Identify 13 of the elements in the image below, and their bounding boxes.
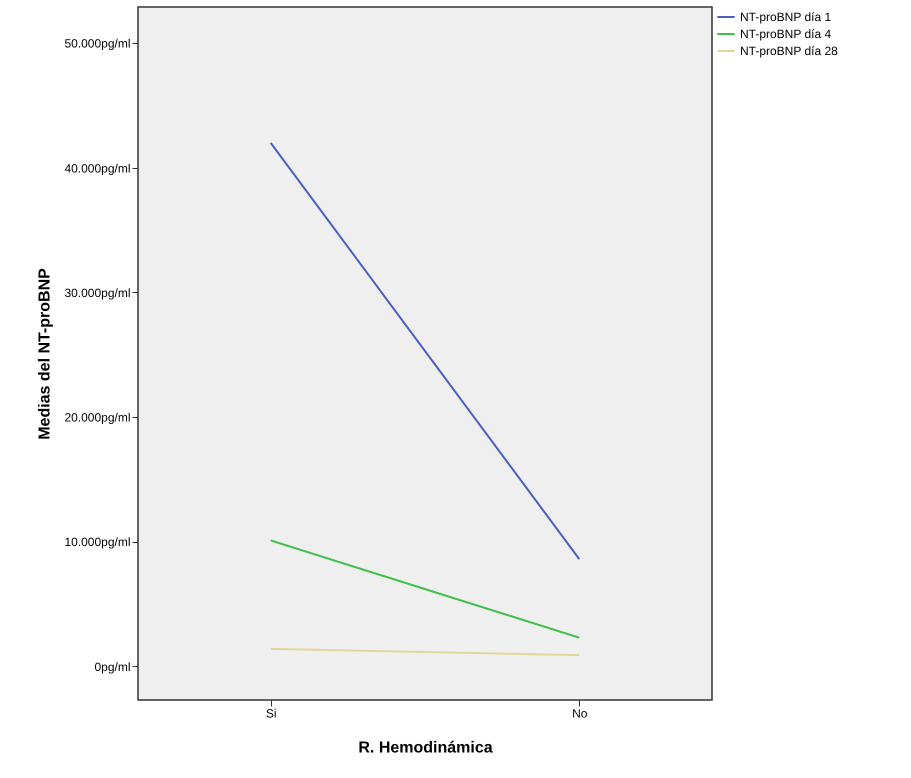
x-axis-title: R. Hemodinámica [358, 740, 493, 756]
x-tick-label: Si [266, 706, 277, 720]
y-tick-label: 40.000pg/ml [64, 161, 130, 176]
legend-label: NT-proBNP día 1 [740, 10, 832, 24]
y-axis-title: Medias del NT-proBNP [36, 268, 54, 440]
y-tick-label: 20.000pg/ml [64, 410, 130, 425]
y-tick-label: 50.000pg/ml [64, 36, 130, 51]
y-tick-label: 30.000pg/ml [64, 286, 130, 300]
y-tick-label: 0pg/ml [94, 660, 130, 674]
y-tick-label: 10.000pg/ml [64, 535, 130, 550]
x-tick-label: No [572, 706, 588, 720]
legend-label: NT-proBNP día 28 [740, 44, 838, 58]
legend-label: NT-proBNP día 4 [740, 27, 832, 41]
